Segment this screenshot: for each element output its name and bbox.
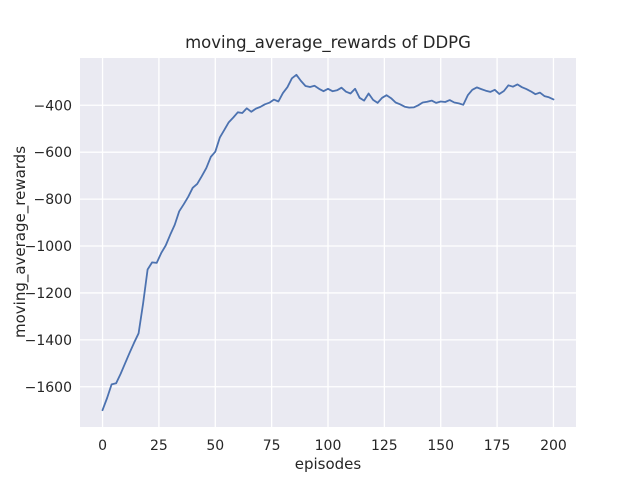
x-tick-label: 25	[150, 438, 168, 454]
x-tick-label: 75	[263, 438, 281, 454]
y-tick-labels: −400 −600 −800 −1000 −1200 −1400 −1600	[25, 98, 72, 396]
gridlines	[80, 58, 576, 427]
chart-title: moving_average_rewards of DDPG	[185, 33, 471, 53]
x-tick-label: 100	[315, 438, 342, 454]
x-tick-label: 125	[371, 438, 398, 454]
y-tick-label: −400	[34, 98, 72, 114]
x-axis-label: episodes	[295, 455, 362, 473]
x-tick-label: 200	[540, 438, 567, 454]
x-tick-label: 175	[484, 438, 511, 454]
y-tick-label: −1600	[25, 380, 72, 396]
x-tick-label: 0	[98, 438, 107, 454]
y-tick-label: −1000	[25, 239, 72, 255]
y-tick-label: −600	[34, 145, 72, 161]
y-tick-label: −1400	[25, 333, 72, 349]
y-tick-label: −1200	[25, 286, 72, 302]
ddpg-moving-average-line	[101, 73, 555, 412]
y-axis-label: moving_average_rewards	[11, 146, 30, 338]
x-tick-labels: 0 25 50 75 100 125 150 175 200	[98, 438, 567, 454]
x-tick-label: 50	[206, 438, 224, 454]
x-tick-label: 150	[427, 438, 454, 454]
y-tick-label: −800	[34, 192, 72, 208]
